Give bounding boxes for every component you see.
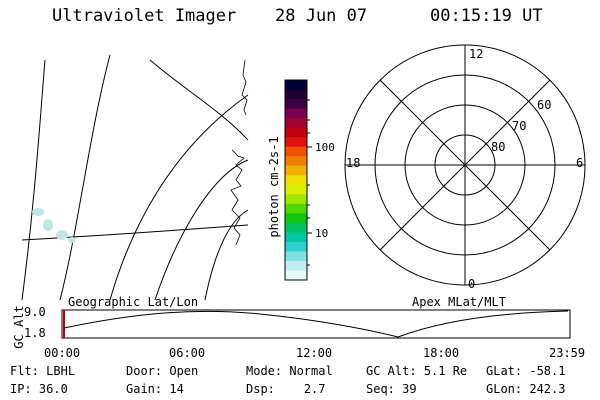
map-grid-arc [154, 159, 249, 301]
colorbar-segment [285, 165, 307, 176]
status-glon: GLon: 242.3 [486, 382, 566, 396]
colorbar-segment [285, 175, 307, 186]
colorbar-segment [285, 118, 307, 129]
lat-label-80: 80 [491, 140, 506, 154]
colorbar-segment [285, 89, 307, 100]
colorbar-segment [285, 184, 307, 195]
map-grid-arc [21, 59, 46, 301]
status-seq: Seq: 39 [366, 382, 417, 396]
map-grid-arc [149, 59, 249, 141]
mlt-label-18: 18 [346, 156, 361, 170]
date-label: 28 Jun 07 [275, 6, 368, 26]
altitude-tick-9: 9.0 [24, 305, 46, 319]
map-grid-line [21, 224, 249, 241]
status-mode: Mode: Normal [246, 364, 333, 378]
colorbar-segment [285, 99, 307, 110]
time-tick-1800: 18:00 [423, 346, 460, 360]
aurora-glow [32, 208, 76, 243]
colorbar-segment [285, 222, 307, 233]
mlt-label-0: 0 [468, 277, 476, 291]
colorbar-segment [285, 127, 307, 138]
colorbar-segment [285, 213, 307, 224]
altitude-tick-1-8: 1.8 [24, 326, 46, 340]
colorbar-segment [285, 108, 307, 119]
time-tick-1200: 12:00 [296, 346, 333, 360]
status-gain: Gain: 14 [126, 382, 184, 396]
map-grid-arc [109, 94, 249, 301]
time-label: 00:15:19 UT [430, 6, 543, 26]
mlt-label-6: 6 [576, 156, 584, 170]
colorbar-segment [285, 260, 307, 271]
time-tick-2359: 23:59 [549, 346, 586, 360]
lat-label-60: 60 [537, 98, 552, 112]
colorbar-tick-10: 10 [315, 227, 329, 240]
colorbar-segment [285, 80, 307, 91]
status-flt: Flt: LBHL [10, 364, 76, 378]
status-door: Door: Open [126, 364, 199, 378]
colorbar-segment [285, 232, 307, 243]
geographic-label: Geographic Lat/Lon [68, 295, 199, 309]
time-tick-0600: 06:00 [169, 346, 206, 360]
colorbar-segment [285, 270, 307, 281]
status-glat: GLat: -58.1 [486, 364, 566, 378]
apex-label: Apex MLat/MLT [412, 295, 506, 309]
instrument-title: Ultraviolet Imager [52, 6, 237, 26]
map-grid-arc [204, 209, 249, 301]
coastline [230, 59, 248, 246]
status-gc-alt: GC Alt: 5.1 Re [366, 364, 468, 378]
colorbar-segment [285, 156, 307, 167]
colorbar-segment [285, 146, 307, 157]
colorbar-segment [285, 137, 307, 148]
altitude-curve [63, 310, 569, 338]
mlt-label-12: 12 [469, 47, 484, 61]
status-dsp: Dsp: 2.7 [246, 382, 326, 396]
colorbar-segment [285, 203, 307, 214]
colorbar-segment [285, 241, 307, 252]
status-ip: IP: 36.0 [10, 382, 68, 396]
time-tick-0000: 00:00 [44, 346, 81, 360]
colorbar-segment [285, 194, 307, 205]
lat-label-70: 70 [512, 119, 527, 133]
map-grid-arc [59, 54, 111, 301]
colorbar-segment [285, 251, 307, 262]
colorbar-tick-100: 100 [315, 141, 335, 154]
